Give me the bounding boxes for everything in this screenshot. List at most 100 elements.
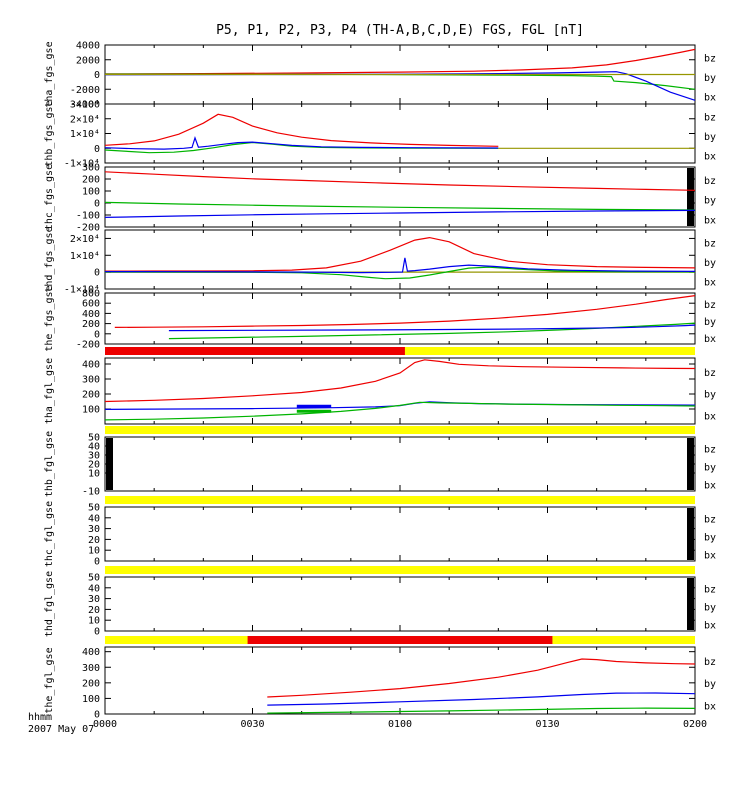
y-tick-label: 10 <box>88 616 100 627</box>
panel-ylabel-thb_fgl_gse: thb_fgl_gse <box>44 431 55 497</box>
legend-by: by <box>704 258 716 269</box>
legend-by: by <box>704 463 716 474</box>
legend-bz: bz <box>704 368 716 379</box>
y-tick-label: 20 <box>88 460 100 471</box>
quality-bar-segment <box>105 347 405 355</box>
series-thd_fgs_gse-bx <box>104 257 696 274</box>
legend-bx: bx <box>704 411 716 422</box>
y-tick-label: 0 <box>94 199 100 210</box>
y-tick-label: 2×10⁴ <box>70 114 100 125</box>
y-tick-label: 400 <box>82 309 100 320</box>
series-the_fgl_gse-bz <box>267 658 696 698</box>
legend-bx: bx <box>704 334 716 345</box>
legend-by: by <box>704 603 716 614</box>
legend-bz: bz <box>704 585 716 596</box>
legend-bz: bz <box>704 445 716 456</box>
legend-bz: bz <box>704 239 716 250</box>
y-tick-label: 50 <box>88 573 100 584</box>
y-tick-label: 100 <box>82 694 100 705</box>
y-tick-label: 300 <box>82 163 100 174</box>
series-thd_fgs_gse-bz <box>104 236 696 272</box>
y-tick-label: 600 <box>82 299 100 310</box>
y-tick-label: -4000 <box>70 100 100 111</box>
panel-ylabel-thc_fgs_gse: thc_fgs_gse <box>44 164 55 230</box>
y-tick-label: 50 <box>88 503 100 514</box>
y-tick-label: 0 <box>94 710 100 721</box>
y-tick-label: -1×10⁴ <box>64 285 100 296</box>
series-tha_fgl_gse-by <box>104 401 696 421</box>
y-tick-label: -1×10⁴ <box>64 159 100 170</box>
legend-bx: bx <box>704 620 716 631</box>
series-thc_fgs_gse-bz <box>104 171 696 191</box>
legend-bz: bz <box>704 54 716 65</box>
panel-border-thb_fgl_gse <box>104 436 696 492</box>
y-tick-label: 30 <box>88 451 100 462</box>
x-tick-label: 0100 <box>388 719 412 730</box>
panel-border-thb_fgs_gse <box>104 103 696 164</box>
y-tick-label: 1×10⁴ <box>70 129 100 140</box>
legend-by: by <box>704 132 716 143</box>
y-tick-label: 0 <box>94 329 100 340</box>
legend-by: by <box>704 679 716 690</box>
y-tick-label: 400 <box>82 647 100 658</box>
series-the_fgs_gse-bz <box>114 295 696 328</box>
panel-ylabel-thc_fgl_gse: thc_fgl_gse <box>44 501 55 567</box>
legend-bz: bz <box>704 300 716 311</box>
panel-border-thd_fgl_gse <box>104 576 696 632</box>
panel-ylabel-thd_fgl_gse: thd_fgl_gse <box>44 571 55 637</box>
y-tick-label: 0 <box>94 144 100 155</box>
legend-bz: bz <box>704 113 716 124</box>
series-thc_fgs_gse-bx <box>104 209 696 218</box>
series-the_fgs_gse-by <box>168 322 696 340</box>
legend-bz: bz <box>704 657 716 668</box>
saturation-bar-right <box>687 168 694 226</box>
y-tick-label: 400 <box>82 360 100 371</box>
panel-ylabel-tha_fgl_gse: tha_fgl_gse <box>44 358 55 424</box>
legend-by: by <box>704 73 716 84</box>
y-tick-label: 800 <box>82 289 100 300</box>
series-tha_fgs_gse-bz <box>104 48 696 75</box>
series-thc_fgs_gse-by <box>104 201 696 211</box>
x-tick-label: 0200 <box>683 719 707 730</box>
legend-bx: bx <box>704 550 716 561</box>
legend-bx: bx <box>704 215 716 226</box>
quality-bar-segment <box>105 566 695 574</box>
saturation-bar-right <box>687 438 694 490</box>
y-tick-label: 0 <box>94 557 100 568</box>
legend-by: by <box>704 317 716 328</box>
saturation-bar-right <box>687 508 694 560</box>
y-tick-label: 100 <box>82 187 100 198</box>
y-tick-label: 20 <box>88 535 100 546</box>
series-tha_fgl_gse-bz <box>104 359 696 403</box>
series-the_fgs_gse-bx <box>168 324 696 332</box>
y-tick-label: 30 <box>88 524 100 535</box>
saturation-bar-left <box>106 438 113 490</box>
y-tick-label: 0 <box>94 268 100 279</box>
quality-bar-segment <box>105 496 695 504</box>
series-thd_fgs_gse-by <box>104 266 696 280</box>
y-tick-label: 1×10⁴ <box>70 251 100 262</box>
x-tick-label: 0000 <box>93 719 117 730</box>
date-label: 2007 May 07 <box>28 724 95 735</box>
y-tick-label: 50 <box>88 433 100 444</box>
y-tick-label: 30 <box>88 594 100 605</box>
y-tick-label: 40 <box>88 513 100 524</box>
y-tick-label: 4000 <box>76 41 100 52</box>
y-tick-label: 40 <box>88 442 100 453</box>
series-the_fgl_gse-by <box>267 707 696 714</box>
series-thb_fgs_gse-bx <box>104 136 499 150</box>
legend-bx: bx <box>704 278 716 289</box>
y-tick-label: 2×10⁴ <box>70 234 100 245</box>
x-tick-label: 0130 <box>535 719 559 730</box>
y-tick-label: -10 <box>82 487 100 498</box>
y-tick-label: 200 <box>82 678 100 689</box>
y-tick-label: 2000 <box>76 55 100 66</box>
series-the_fgl_gse-bx <box>267 692 696 706</box>
time-format-label: hhmm <box>28 712 53 723</box>
y-tick-label: 10 <box>88 546 100 557</box>
quality-bar-segment <box>105 426 695 434</box>
legend-bx: bx <box>704 93 716 104</box>
y-tick-label: 10 <box>88 469 100 480</box>
y-tick-label: 300 <box>82 663 100 674</box>
